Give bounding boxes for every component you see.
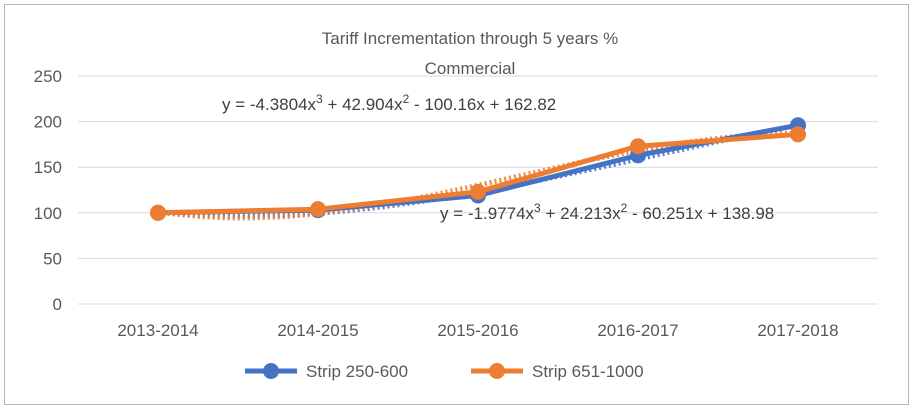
legend-item-strip-250-600[interactable]: Strip 250-600 [245, 362, 408, 381]
y-tick-label: 200 [34, 113, 62, 132]
data-series [150, 117, 806, 221]
x-tick-label: 2017-2018 [757, 321, 838, 340]
y-tick-label: 150 [34, 158, 62, 177]
chart-subtitle: Commercial [425, 59, 516, 78]
data-point-strip-651-1000[interactable] [150, 204, 166, 221]
y-tick-label: 50 [43, 249, 62, 268]
y-tick-label: 250 [34, 67, 62, 86]
legend-swatch-marker-strip-250-600 [263, 363, 279, 379]
y-tick-label: 0 [53, 295, 62, 314]
legend-label-strip-250-600: Strip 250-600 [306, 362, 408, 381]
data-point-strip-651-1000[interactable] [630, 138, 646, 155]
x-tick-label: 2015-2016 [437, 321, 518, 340]
x-tick-label: 2013-2014 [117, 321, 198, 340]
trendline-equation-strip-651-1000: y = -4.3804x3 + 42.904x2 - 100.16x + 162… [222, 92, 556, 114]
legend-item-strip-651-1000[interactable]: Strip 651-1000 [471, 362, 644, 381]
x-tick-label: 2016-2017 [597, 321, 678, 340]
data-point-strip-651-1000[interactable] [310, 201, 326, 218]
trendline-equation-strip-250-600: y = -1.9774x3 + 24.213x2 - 60.251x + 138… [440, 201, 774, 223]
chart-title: Tariff Incrementation through 5 years % [322, 29, 618, 48]
data-point-strip-651-1000[interactable] [470, 183, 486, 200]
y-axis-ticks: 0 50 100 150 200 250 [34, 67, 62, 314]
legend-swatch-marker-strip-651-1000 [489, 363, 505, 379]
legend-label-strip-651-1000: Strip 651-1000 [532, 362, 644, 381]
x-tick-label: 2014-2015 [277, 321, 358, 340]
data-point-strip-651-1000[interactable] [790, 126, 806, 143]
legend: Strip 250-600 Strip 651-1000 [245, 362, 644, 381]
x-axis-ticks: 2013-2014 2014-2015 2015-2016 2016-2017 2017… [117, 321, 838, 340]
y-tick-label: 100 [34, 204, 62, 223]
chart-frame [4, 4, 909, 405]
